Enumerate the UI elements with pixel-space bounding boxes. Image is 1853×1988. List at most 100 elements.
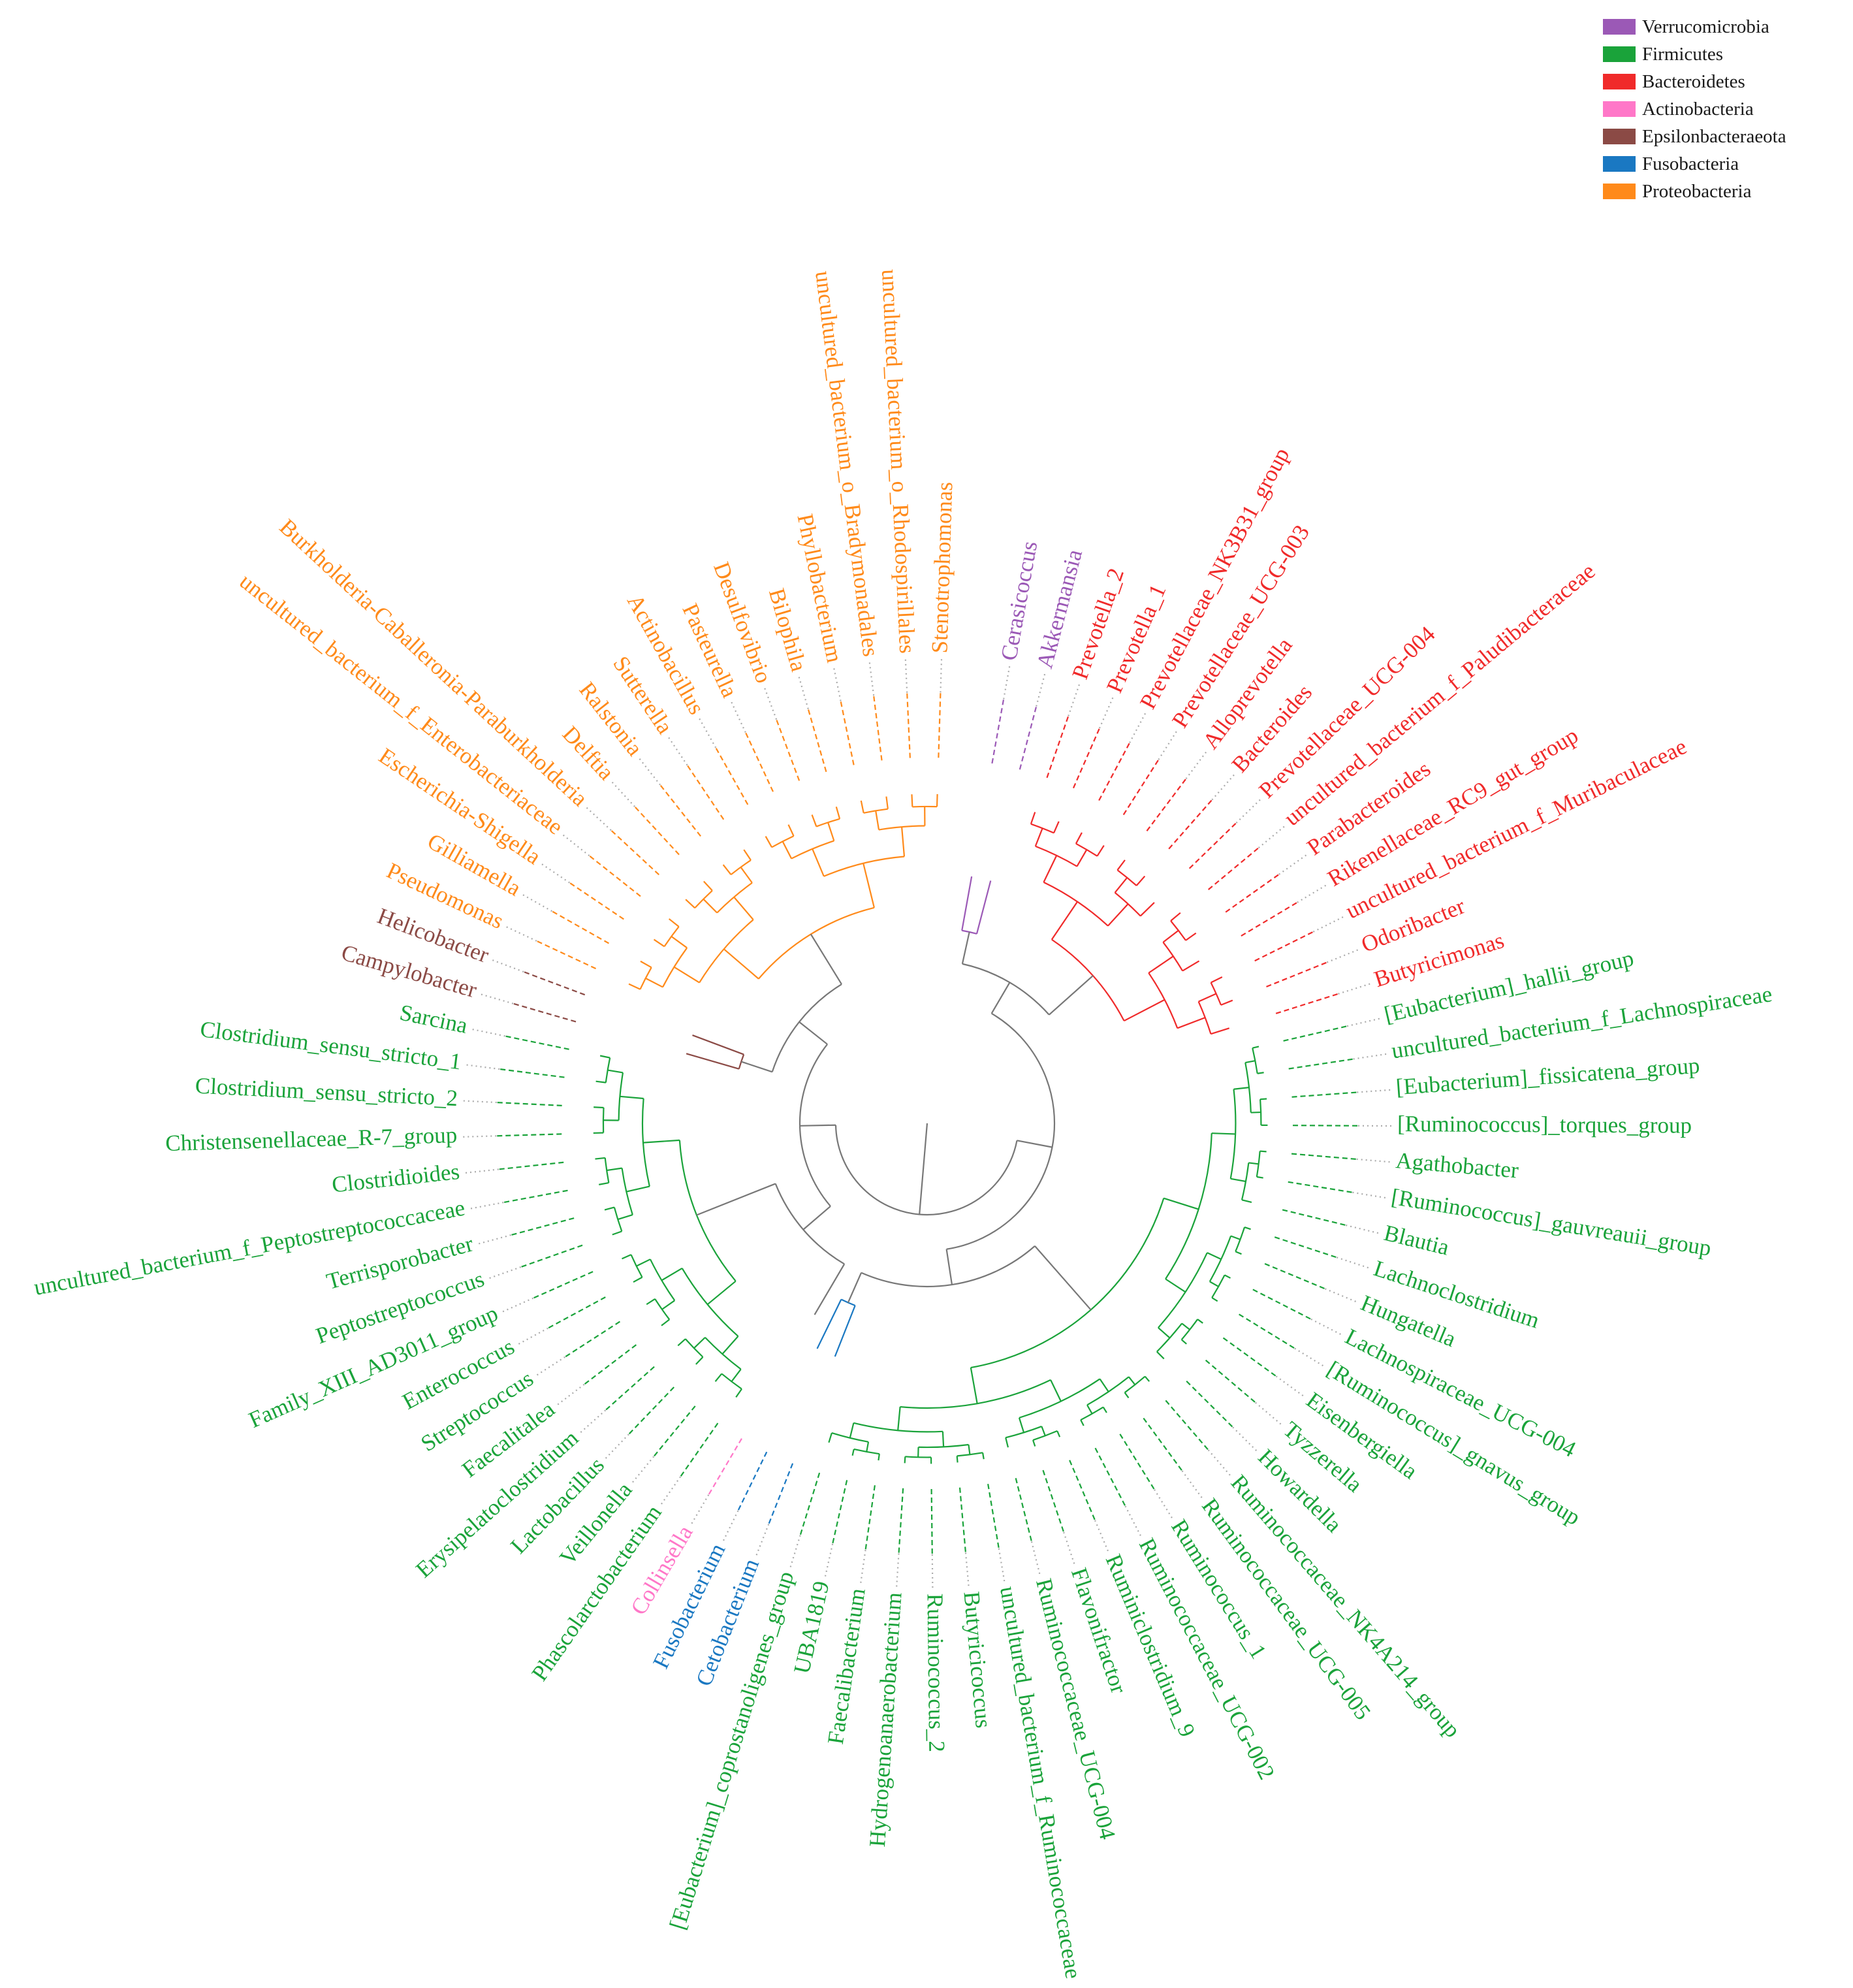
leaf-connector	[1119, 1434, 1155, 1490]
leaf-connector	[628, 1387, 675, 1435]
tree-branch	[1181, 1323, 1190, 1330]
tree-branch	[1080, 1419, 1085, 1426]
leaf-connector	[503, 1189, 568, 1204]
leaf-dotted-line	[1185, 751, 1207, 780]
leaf-dotted-line	[1036, 673, 1046, 707]
tree-branch	[787, 824, 795, 837]
leaf-connector	[832, 1480, 848, 1545]
leaf-dotted-line	[1158, 730, 1178, 760]
tree-branch	[981, 1452, 985, 1460]
leaf-label: Clostridioides	[330, 1159, 460, 1198]
leaf-dotted-line	[469, 1202, 504, 1210]
legend-label: Bacteroidetes	[1642, 71, 1745, 92]
tree-branch	[692, 1034, 744, 1055]
leaf-dotted-line	[611, 781, 636, 807]
leaf-connector	[496, 1133, 562, 1137]
tree-branch	[599, 1055, 610, 1059]
tree-branch	[936, 794, 938, 807]
tree-branch-arc	[758, 906, 875, 980]
tree-branch	[617, 1214, 633, 1221]
leaf-label: Christensenellaceae_R-7_group	[165, 1122, 458, 1156]
leaf-dotted-line	[667, 736, 688, 766]
tree-branch	[802, 1206, 831, 1230]
tree-branch	[1086, 1404, 1093, 1415]
tree-branch	[1209, 1281, 1219, 1287]
tree-branch	[1139, 902, 1155, 917]
leaf-dotted-line	[605, 1434, 629, 1460]
leaf-dotted-line	[1294, 1347, 1324, 1367]
tree-branch	[1250, 1111, 1261, 1114]
tree-branch	[1128, 1376, 1136, 1385]
tree-branch	[1233, 1087, 1250, 1090]
leaf-dotted-line	[868, 662, 875, 696]
tree-branch	[904, 1456, 906, 1464]
tree-branch-arc	[861, 1245, 1036, 1288]
leaf-dotted-line	[1346, 1018, 1380, 1027]
leaf-dotted-line	[639, 758, 661, 786]
leaf-dotted-line	[1235, 799, 1261, 824]
tree-branch-arc	[1030, 823, 1054, 834]
leaf-dotted-line	[505, 925, 537, 942]
leaf-dotted-line	[501, 1297, 534, 1313]
leaf-dotted-line	[755, 1524, 770, 1556]
leaf-connector	[1292, 1125, 1358, 1127]
tree-branch-arc	[962, 963, 1050, 1016]
leaf-dotted-line	[1356, 1158, 1391, 1163]
tree-branch-arc	[791, 840, 834, 859]
leaf-connector	[799, 1472, 821, 1536]
tree-branch	[834, 1305, 856, 1357]
leaf-connector	[1208, 847, 1259, 890]
leaf-dotted-line	[1278, 854, 1307, 875]
leaf-label: Clostridium_sensu_stricto_2	[195, 1073, 458, 1111]
tree-branch	[1005, 1437, 1009, 1448]
tree-branch	[1156, 1351, 1165, 1360]
tree-branch-arc	[1124, 1375, 1146, 1394]
tree-branch	[897, 1406, 901, 1431]
leaf-connector	[605, 1366, 655, 1411]
leaf-dotted-line	[562, 834, 590, 857]
leaf-dotted-line	[1352, 1191, 1386, 1199]
tree-branch	[622, 1254, 632, 1260]
tree-branch	[620, 1095, 644, 1100]
leaf-dotted-line	[1003, 665, 1011, 699]
tree-branch	[1198, 993, 1217, 1002]
leaf-connector	[1254, 931, 1314, 962]
leaf-dotted-line	[488, 1266, 522, 1279]
tree-branch	[849, 1422, 855, 1439]
leaf-connector	[1275, 993, 1338, 1014]
tree-branch-arc	[946, 1012, 1056, 1250]
leaf-label: Butyricicoccus	[958, 1590, 996, 1729]
leaf-connector-lines	[462, 658, 1392, 1588]
tree-branch	[653, 938, 665, 948]
leaf-connector	[1165, 1400, 1209, 1451]
tree-branch	[1034, 827, 1043, 847]
tree-branch	[1158, 1327, 1171, 1339]
leaf-connector	[987, 1484, 1000, 1548]
leaf-connector	[1288, 1181, 1353, 1193]
leaf-dotted-line	[1310, 1318, 1342, 1336]
leaf-connector	[634, 806, 680, 856]
leaf-dotted-line	[1211, 773, 1235, 801]
leaf-dotted-line	[964, 1552, 970, 1587]
leaf-connector	[708, 1438, 742, 1496]
tree-branch	[1096, 844, 1105, 857]
tree-branch-arc	[694, 890, 713, 909]
leaf-connector	[744, 732, 774, 792]
tree-branch	[1197, 1319, 1203, 1324]
leaf-dotted-line	[1063, 1531, 1075, 1565]
tree-branch	[851, 1449, 855, 1456]
tree-branch	[607, 1069, 624, 1074]
tree-branch	[661, 1300, 675, 1310]
tree-branch	[1056, 1430, 1061, 1437]
leaf-dotted-line	[896, 1553, 900, 1588]
tree-branch	[1257, 1072, 1264, 1074]
tree-branch	[633, 1276, 643, 1283]
leaf-label: Faecalibacterium	[823, 1586, 870, 1746]
leaf-label: uncultured_bacterium_f_Enterobacteriacea…	[235, 568, 568, 839]
tree-branch	[900, 827, 906, 857]
tree-branch	[645, 977, 663, 988]
leaf-dotted-line	[998, 1548, 1006, 1582]
leaf-dotted-line	[730, 701, 746, 733]
leaf-label: UBA1819	[789, 1579, 834, 1676]
tree-branch	[735, 1388, 742, 1398]
